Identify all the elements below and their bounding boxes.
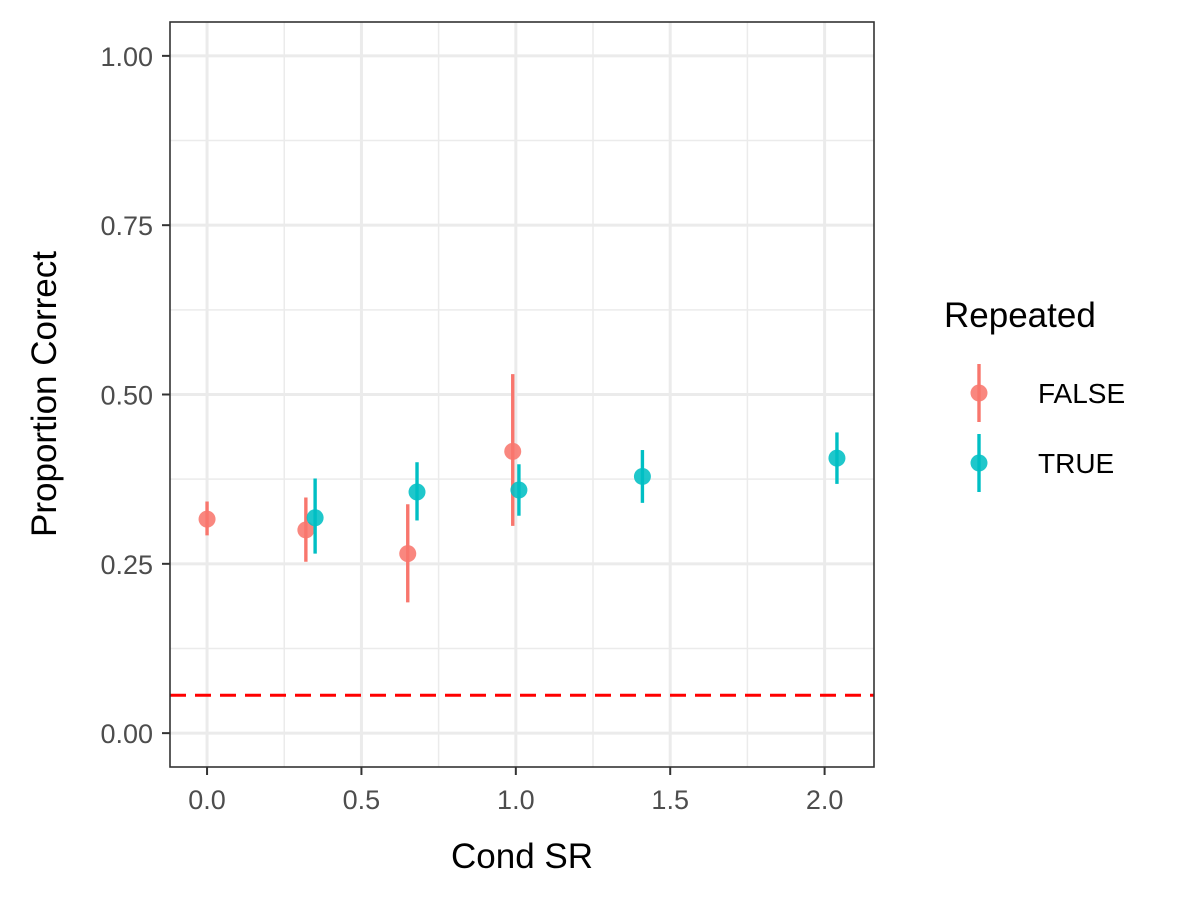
y-tick-label: 1.00 — [100, 42, 153, 72]
x-axis-title: Cond SR — [451, 837, 593, 876]
legend-key-point-true — [970, 454, 988, 472]
point-true — [408, 483, 426, 501]
y-tick-label: 0.75 — [100, 211, 153, 241]
point-false — [297, 521, 315, 539]
x-tick-label: 0.5 — [343, 785, 381, 815]
grid-major — [170, 22, 874, 767]
x-tick-label: 0.0 — [188, 785, 226, 815]
y-tick-label: 0.25 — [100, 550, 153, 580]
y-axis-title: Proportion Correct — [25, 251, 64, 537]
x-tick-label: 1.0 — [497, 785, 535, 815]
point-false — [198, 510, 216, 528]
point-true — [510, 481, 528, 499]
data-marks — [198, 374, 846, 603]
point-false — [504, 442, 522, 460]
x-tick-label: 1.5 — [651, 785, 689, 815]
legend-title: Repeated — [944, 296, 1096, 335]
point-true — [828, 449, 846, 467]
point-true — [306, 509, 324, 527]
legend-label-true: TRUE — [1038, 448, 1114, 479]
y-tick-label: 0.50 — [100, 381, 153, 411]
axis-ticks — [162, 54, 826, 775]
legend-key-point-false — [970, 384, 988, 402]
legend-label-false: FALSE — [1038, 378, 1125, 409]
tick-labels: 0.0 0.5 1.0 1.5 2.0 0.00 0.25 0.50 0.75 1.00 — [100, 42, 843, 815]
point-false — [399, 545, 417, 563]
y-tick-label: 0.00 — [100, 719, 153, 749]
point-true — [633, 467, 651, 485]
legend: Repeated FALSE TRUE — [944, 296, 1125, 492]
x-tick-label: 2.0 — [806, 785, 844, 815]
